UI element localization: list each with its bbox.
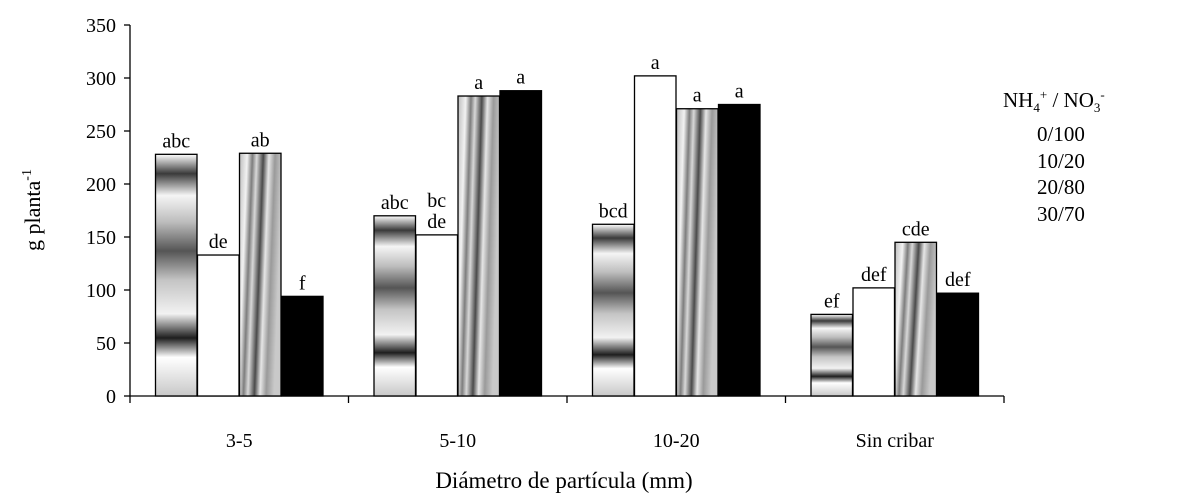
bar-significance-label: abc <box>162 130 190 152</box>
bar <box>499 90 543 397</box>
bar-significance-label: abc <box>381 192 409 214</box>
bar-significance-label: bcd <box>599 200 628 222</box>
legend-title: NH4+ / NO3- <box>1003 82 1183 121</box>
bar-significance-label: de <box>209 231 228 253</box>
y-tick-label: 100 <box>86 280 116 302</box>
y-axis-title-exponent: -1 <box>20 169 35 181</box>
x-tick-label: Sin cribar <box>856 430 935 452</box>
bar <box>280 295 324 397</box>
bar <box>457 95 501 397</box>
bar <box>675 108 719 397</box>
bar <box>154 153 198 397</box>
legend-item-10-20: 10/20 <box>1037 148 1085 173</box>
bar <box>591 223 635 397</box>
bars <box>154 75 980 397</box>
bar <box>717 103 761 397</box>
y-tick-label: 250 <box>86 121 116 143</box>
bar-significance-label: def <box>945 269 971 291</box>
y-tick-label: 0 <box>106 386 116 408</box>
x-tick-label: 5-10 <box>439 430 476 452</box>
bar <box>373 215 417 397</box>
bar-significance-label: def <box>861 264 887 286</box>
legend-title-nitrate: NO3- <box>1063 87 1105 116</box>
svg-text:g planta-1: g planta-1 <box>20 169 45 251</box>
x-tick-label: 10-20 <box>653 430 700 452</box>
x-tick-label: 3-5 <box>226 430 253 452</box>
bar <box>238 152 282 397</box>
x-axis: 3-5 5-10 10-20 Sin cribar <box>129 395 1005 452</box>
y-tick-label: 50 <box>96 333 116 355</box>
legend-item-20-80: 20/80 <box>1037 175 1085 200</box>
bar-significance-label: ef <box>824 290 840 312</box>
bar-significance-label: a <box>693 85 702 107</box>
bar <box>936 292 980 397</box>
y-axis-title: g planta-1 <box>20 169 45 251</box>
legend: NH4+ / NO3- 0/100 10/20 20/80 30/70 <box>1003 82 1183 227</box>
y-axis-title-main: g planta <box>20 180 45 250</box>
legend-item-30-70: 30/70 <box>1037 201 1085 226</box>
y-tick-label: 200 <box>86 174 116 196</box>
bar <box>894 241 938 397</box>
bar-significance-label: de <box>427 211 446 233</box>
y-tick-label: 350 <box>86 15 116 37</box>
bar-significance-label: a <box>735 81 744 103</box>
bar <box>852 287 896 397</box>
bar-significance-label: a <box>651 52 660 74</box>
bar-significance-label: cde <box>902 218 930 240</box>
legend-title-ammonium: NH4+ <box>1003 87 1048 116</box>
legend-item-0-100: 0/100 <box>1037 122 1085 147</box>
y-axis: 0 50 100 150 200 250 300 350 <box>86 15 131 408</box>
legend-title-separator: / <box>1052 88 1059 112</box>
bar-significance-label: a <box>474 72 483 94</box>
bar-significance-label: bc <box>427 190 446 212</box>
bar-significance-label: a <box>516 67 525 89</box>
bar <box>196 254 240 397</box>
bar <box>415 234 459 397</box>
y-tick-label: 300 <box>86 68 116 90</box>
bar-significance-label: ab <box>251 129 270 151</box>
bar <box>633 75 677 397</box>
bar <box>810 313 854 397</box>
y-tick-label: 150 <box>86 227 116 249</box>
bar-significance-label: f <box>299 272 306 294</box>
x-axis-title: Diámetro de partícula (mm) <box>435 468 692 493</box>
